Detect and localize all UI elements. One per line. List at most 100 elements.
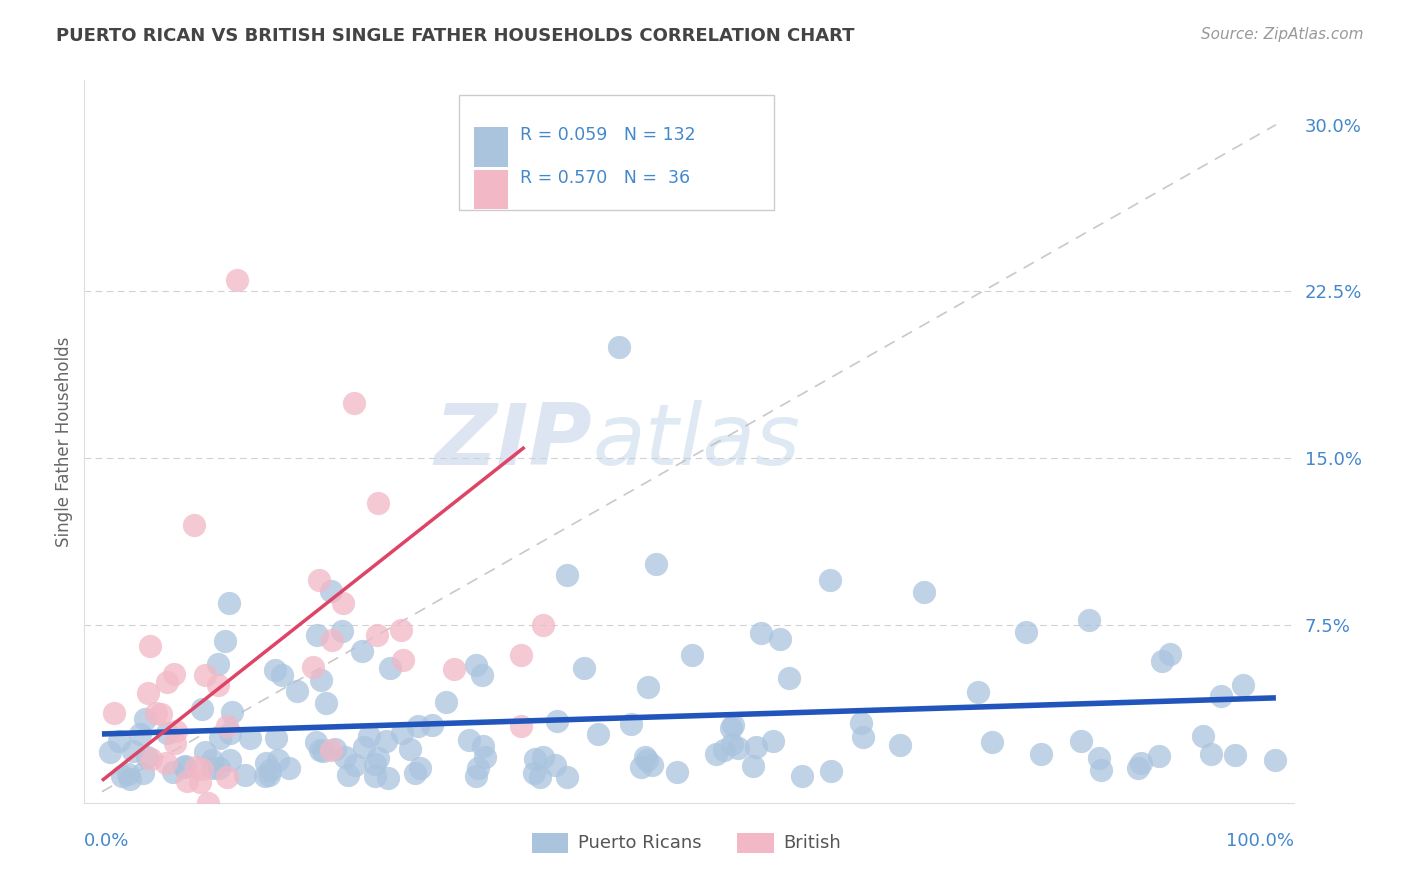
- Point: [408, 761, 430, 775]
- Point: [194, 745, 217, 759]
- Point: [467, 761, 489, 775]
- Point: [139, 752, 162, 766]
- Point: [226, 273, 249, 287]
- Point: [264, 731, 287, 746]
- Point: [762, 733, 785, 747]
- Point: [1090, 764, 1112, 778]
- Text: Source: ZipAtlas.com: Source: ZipAtlas.com: [1201, 27, 1364, 42]
- Point: [586, 726, 609, 740]
- Point: [309, 673, 332, 687]
- Point: [851, 715, 873, 730]
- Point: [305, 735, 328, 749]
- Point: [194, 667, 217, 681]
- Point: [630, 760, 652, 774]
- Point: [510, 648, 533, 662]
- Point: [1078, 613, 1101, 627]
- Point: [183, 517, 205, 532]
- Point: [308, 742, 330, 756]
- Point: [720, 721, 742, 735]
- Point: [190, 702, 212, 716]
- Point: [136, 749, 159, 764]
- Point: [681, 648, 703, 662]
- Point: [145, 706, 167, 720]
- Text: 100.0%: 100.0%: [1226, 831, 1294, 850]
- Point: [208, 760, 231, 774]
- Point: [264, 663, 287, 677]
- Point: [321, 633, 343, 648]
- Point: [238, 731, 260, 746]
- FancyBboxPatch shape: [531, 833, 568, 854]
- Point: [285, 684, 308, 698]
- Point: [704, 747, 727, 761]
- Point: [149, 706, 172, 721]
- Point: [721, 718, 744, 732]
- Point: [398, 742, 420, 756]
- Text: PUERTO RICAN VS BRITISH SINGLE FATHER HOUSEHOLDS CORRELATION CHART: PUERTO RICAN VS BRITISH SINGLE FATHER HO…: [56, 27, 855, 45]
- Point: [343, 395, 366, 409]
- Point: [464, 769, 486, 783]
- Point: [173, 760, 195, 774]
- Point: [191, 762, 214, 776]
- Point: [389, 623, 412, 637]
- Point: [319, 743, 342, 757]
- Text: British: British: [783, 834, 841, 852]
- Point: [1232, 678, 1254, 692]
- Point: [162, 765, 184, 780]
- Point: [1147, 749, 1170, 764]
- Point: [184, 760, 207, 774]
- Point: [323, 742, 346, 756]
- Point: [640, 757, 662, 772]
- Point: [367, 496, 389, 510]
- Point: [207, 657, 229, 671]
- Point: [344, 757, 367, 772]
- Point: [207, 677, 229, 691]
- Point: [546, 714, 568, 728]
- Point: [555, 770, 578, 784]
- Point: [474, 749, 496, 764]
- Point: [1088, 750, 1111, 764]
- Text: Puerto Ricans: Puerto Ricans: [578, 834, 702, 852]
- Point: [218, 752, 240, 766]
- Point: [666, 764, 689, 779]
- Point: [727, 741, 749, 756]
- Point: [1211, 689, 1233, 703]
- Point: [636, 753, 658, 767]
- Point: [1223, 748, 1246, 763]
- Point: [353, 739, 375, 754]
- Point: [103, 706, 125, 720]
- Point: [1199, 747, 1222, 761]
- FancyBboxPatch shape: [460, 95, 773, 211]
- Text: R = 0.570   N =  36: R = 0.570 N = 36: [520, 169, 690, 187]
- Point: [523, 766, 546, 780]
- Point: [607, 340, 630, 354]
- Point: [749, 625, 772, 640]
- Point: [392, 652, 415, 666]
- Point: [981, 735, 1004, 749]
- Point: [98, 745, 121, 759]
- Point: [214, 633, 236, 648]
- Point: [138, 640, 160, 654]
- Point: [332, 596, 354, 610]
- Text: atlas: atlas: [592, 400, 800, 483]
- Point: [163, 736, 186, 750]
- Point: [266, 753, 288, 767]
- Point: [620, 716, 643, 731]
- Point: [852, 731, 875, 745]
- Point: [173, 759, 195, 773]
- Point: [176, 774, 198, 789]
- Point: [1264, 753, 1286, 767]
- Point: [645, 557, 668, 571]
- Point: [134, 712, 156, 726]
- Point: [165, 724, 187, 739]
- Point: [434, 695, 457, 709]
- Point: [253, 769, 276, 783]
- Point: [233, 768, 256, 782]
- Text: R = 0.059   N = 132: R = 0.059 N = 132: [520, 126, 696, 145]
- Point: [110, 769, 132, 783]
- Point: [720, 738, 742, 752]
- Point: [1070, 733, 1092, 747]
- Point: [391, 725, 413, 739]
- Point: [1014, 625, 1036, 640]
- Point: [301, 660, 323, 674]
- Point: [163, 667, 186, 681]
